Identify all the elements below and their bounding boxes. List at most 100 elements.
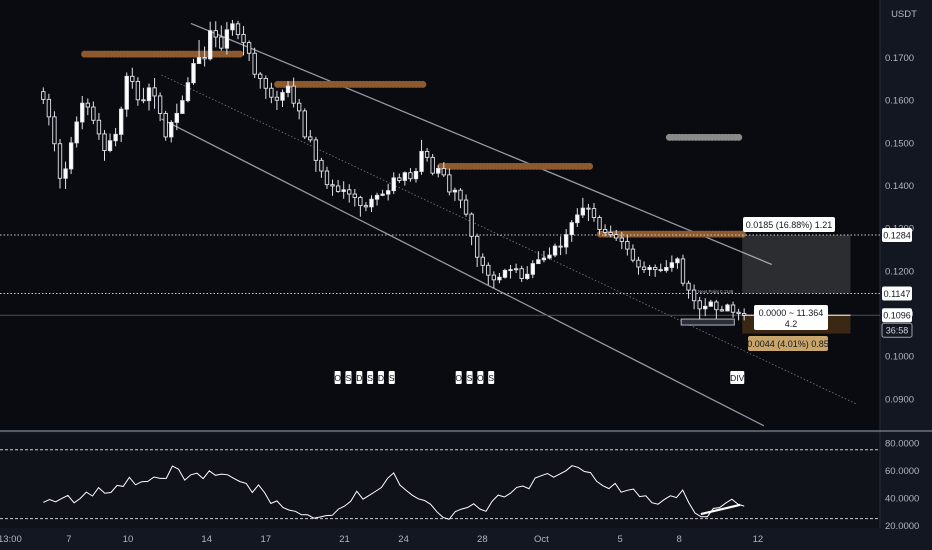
candle[interactable] <box>241 25 246 56</box>
candle[interactable] <box>385 183 391 201</box>
candle[interactable] <box>569 220 574 242</box>
channel-lower-line[interactable] <box>161 118 765 427</box>
candle[interactable] <box>141 87 146 104</box>
candle[interactable] <box>619 232 624 250</box>
candle[interactable] <box>652 264 658 277</box>
event-marker-s[interactable]: S <box>488 371 494 384</box>
channel-upper-line[interactable] <box>190 22 772 266</box>
candle[interactable] <box>591 203 597 222</box>
candle[interactable] <box>85 98 90 116</box>
candle[interactable] <box>680 254 686 287</box>
candle[interactable] <box>397 173 402 183</box>
candle[interactable] <box>552 243 558 258</box>
candle[interactable] <box>285 81 291 98</box>
candle[interactable] <box>669 255 675 272</box>
candle[interactable] <box>741 308 747 321</box>
candle[interactable] <box>413 168 419 183</box>
candle[interactable] <box>63 161 68 189</box>
candle[interactable] <box>297 98 302 120</box>
candle[interactable] <box>686 280 691 299</box>
candle[interactable] <box>330 179 335 196</box>
channel-midline[interactable] <box>161 74 857 405</box>
candle[interactable] <box>113 127 118 147</box>
candle[interactable] <box>119 106 124 143</box>
candle[interactable] <box>697 296 702 320</box>
candle[interactable] <box>664 260 669 273</box>
candle[interactable] <box>491 271 497 288</box>
candle[interactable] <box>719 305 725 312</box>
candle[interactable] <box>447 168 452 196</box>
candle[interactable] <box>230 20 235 36</box>
measure-gain-box[interactable] <box>742 235 851 294</box>
event-marker-s[interactable]: S <box>388 371 395 384</box>
price-marker-upper[interactable]: 0.1284 <box>882 228 912 243</box>
candle[interactable] <box>519 265 524 282</box>
candle[interactable] <box>486 262 491 285</box>
candle[interactable] <box>302 108 307 140</box>
candle[interactable] <box>563 229 569 255</box>
candle[interactable] <box>714 299 719 319</box>
candle[interactable] <box>180 95 185 114</box>
candle[interactable] <box>597 215 602 235</box>
candle[interactable] <box>374 192 380 206</box>
candle[interactable] <box>291 77 296 108</box>
candle[interactable] <box>463 194 469 217</box>
candle[interactable] <box>80 95 85 130</box>
event-marker-s[interactable]: S <box>345 371 352 384</box>
candle[interactable] <box>497 272 502 284</box>
candle[interactable] <box>641 261 647 273</box>
event-marker-div[interactable]: DIV <box>730 371 745 384</box>
range-box[interactable] <box>680 318 735 326</box>
candle[interactable] <box>530 260 535 279</box>
candle[interactable] <box>258 72 263 89</box>
candle[interactable] <box>502 268 508 279</box>
candle[interactable] <box>647 264 652 276</box>
candle[interactable] <box>586 203 591 221</box>
candle[interactable] <box>352 188 357 207</box>
measure-upper-label[interactable]: 0.0185 (16.88%) 1.21 <box>743 217 835 232</box>
candle[interactable] <box>508 264 513 279</box>
candle[interactable] <box>280 89 285 108</box>
candle[interactable] <box>458 188 463 209</box>
candle[interactable] <box>363 202 369 212</box>
candle[interactable] <box>436 165 441 178</box>
candle[interactable] <box>313 136 319 172</box>
candle[interactable] <box>558 236 563 256</box>
candle[interactable] <box>636 256 641 275</box>
candle[interactable] <box>124 72 129 117</box>
candle[interactable] <box>391 172 396 195</box>
candle[interactable] <box>130 67 135 89</box>
candle[interactable] <box>347 184 352 203</box>
candle[interactable] <box>358 195 363 217</box>
candle[interactable] <box>308 130 313 143</box>
candle[interactable] <box>424 147 430 162</box>
candle[interactable] <box>163 110 168 141</box>
candle[interactable] <box>235 20 241 40</box>
event-marker-o[interactable]: O <box>455 371 462 384</box>
candle[interactable] <box>341 181 346 199</box>
candle[interactable] <box>224 22 230 55</box>
oscillator-trendline[interactable] <box>700 503 741 516</box>
countdown-marker[interactable]: 36:58 <box>881 322 913 338</box>
candle[interactable] <box>630 244 636 263</box>
candle[interactable] <box>274 90 280 111</box>
candle[interactable] <box>335 179 341 193</box>
candle[interactable] <box>402 171 408 186</box>
candle[interactable] <box>213 21 218 48</box>
candle[interactable] <box>441 162 446 178</box>
candle[interactable] <box>525 266 530 280</box>
candle[interactable] <box>57 139 63 189</box>
candle[interactable] <box>658 263 663 273</box>
candle[interactable] <box>74 116 79 148</box>
candle[interactable] <box>107 133 113 153</box>
candle[interactable] <box>369 195 374 212</box>
candle[interactable] <box>202 46 207 67</box>
oscillator-line[interactable] <box>43 465 745 520</box>
candle[interactable] <box>408 168 413 182</box>
candle[interactable] <box>608 225 613 238</box>
candle[interactable] <box>602 224 608 237</box>
candle[interactable] <box>469 212 474 246</box>
candle[interactable] <box>708 299 713 307</box>
